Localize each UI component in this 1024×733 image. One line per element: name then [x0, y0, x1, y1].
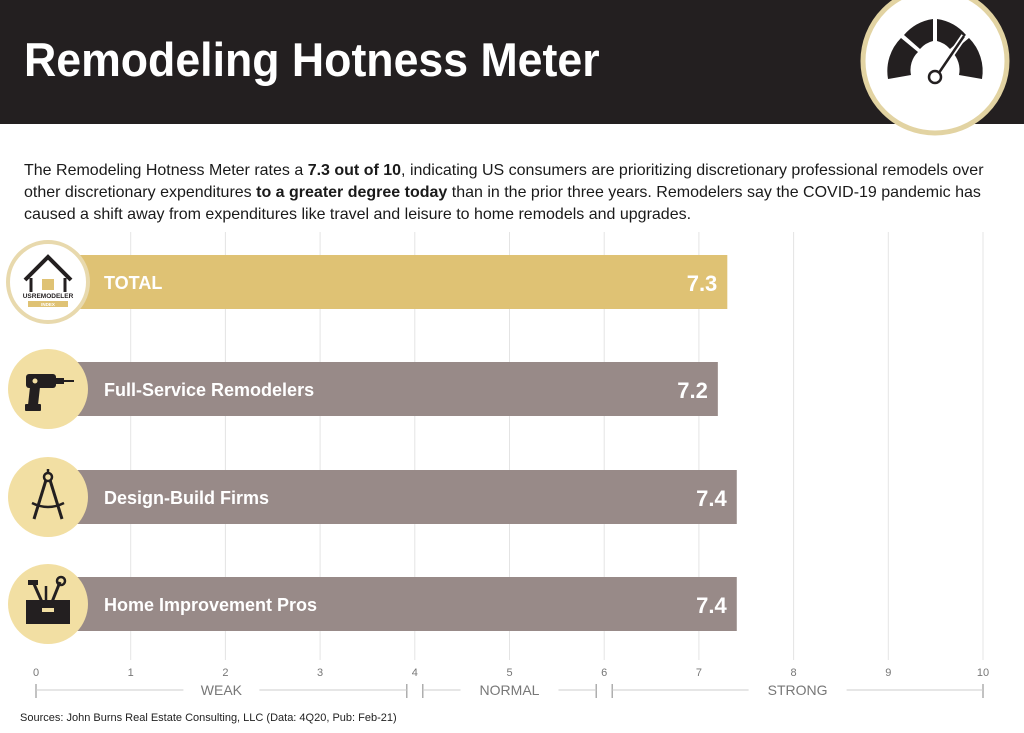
x-tick-label: 0 [33, 667, 39, 679]
intro-paragraph: The Remodeling Hotness Meter rates a 7.3… [24, 162, 984, 223]
house-roof [23, 254, 73, 282]
x-tick-label: 1 [128, 667, 134, 679]
tool-handle [32, 583, 44, 603]
bar [76, 255, 728, 309]
x-tick-label: 8 [791, 667, 797, 679]
bar-category-label: Home Improvement Pros [104, 595, 317, 615]
logo-text-bg [20, 292, 76, 300]
drill-body [26, 374, 56, 388]
compass-leg [32, 479, 48, 520]
house-wall [29, 278, 67, 296]
house-window [42, 279, 54, 290]
bar-value-label: 7.3 [687, 271, 718, 296]
bar-value-label: 7.4 [696, 486, 727, 511]
bar-category-label: Design-Build Firms [104, 488, 269, 508]
bar [76, 577, 737, 631]
logo-subtext: INDEX [41, 302, 55, 307]
icon-circle [8, 349, 88, 429]
bar-category-label: TOTAL [104, 273, 162, 293]
x-tick-label: 7 [696, 667, 702, 679]
header-bar: Remodeling Hotness Meter [0, 0, 1024, 124]
bar [76, 470, 737, 524]
compass-arc [31, 501, 65, 509]
bar-value-label: 7.4 [696, 593, 727, 618]
x-tick-label: 10 [977, 667, 989, 679]
drill-battery [25, 404, 41, 411]
bar [76, 362, 718, 416]
logo-text: USREMODELER [23, 293, 74, 300]
us-remodeler-index-logo-icon: USREMODELER INDEX [6, 240, 90, 324]
drill-handle [28, 387, 40, 405]
drill-vent [32, 378, 38, 384]
x-tick-label: 6 [601, 667, 607, 679]
icon-circle [8, 457, 88, 537]
logo-ring [6, 240, 90, 324]
range-label-weak: WEAK [201, 682, 243, 698]
page-title: Remodeling Hotness Meter [24, 33, 600, 86]
compass-leg [48, 479, 64, 520]
speedometer-gauge-icon [860, 0, 1010, 136]
drafting-compass-icon [8, 457, 88, 537]
source-note: Sources: John Burns Real Estate Consulti… [20, 712, 397, 724]
x-tick-label: 2 [222, 667, 228, 679]
range-label-normal: NORMAL [480, 682, 540, 698]
logo-subtext-bg [28, 301, 68, 307]
toolbox-latch [42, 608, 54, 612]
range-label-strong: STRONG [768, 682, 828, 698]
bar-category-label: Full-Service Remodelers [104, 380, 314, 400]
bar-value-label: 7.2 [677, 378, 708, 403]
hammer-head [28, 580, 38, 585]
x-tick-label: 3 [317, 667, 323, 679]
x-tick-label: 4 [412, 667, 418, 679]
power-drill-icon [8, 349, 88, 429]
wrench-handle [50, 581, 62, 603]
wrench-head [55, 575, 67, 587]
compass-hinge [42, 471, 54, 483]
toolbox-icon [8, 564, 88, 644]
toolbox-body [26, 600, 70, 624]
icon-circle [8, 564, 88, 644]
x-tick-label: 5 [506, 667, 512, 679]
x-tick-label: 9 [885, 667, 891, 679]
drill-chuck [56, 378, 64, 384]
